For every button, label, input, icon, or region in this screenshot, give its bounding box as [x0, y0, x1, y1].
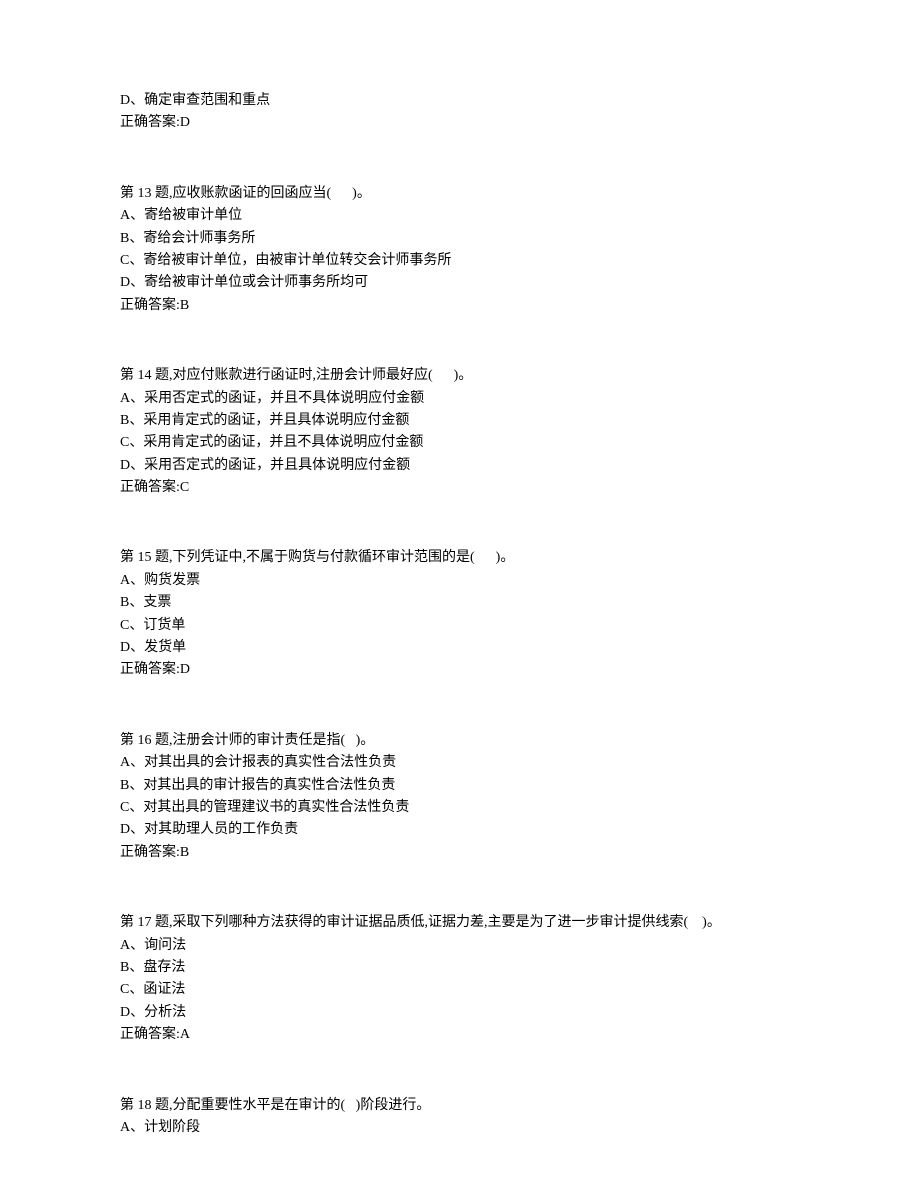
- option-b: B、盘存法: [120, 957, 800, 979]
- question-block-13: 第 13 题,应收账款函证的回函应当( )。 A、寄给被审计单位 B、寄给会计师…: [120, 183, 800, 317]
- answer-line: 正确答案:D: [120, 659, 800, 681]
- answer-line: 正确答案:D: [120, 112, 800, 134]
- answer-line: 正确答案:C: [120, 477, 800, 499]
- question-block-14: 第 14 题,对应付账款进行函证时,注册会计师最好应( )。 A、采用否定式的函…: [120, 365, 800, 499]
- option-b: B、寄给会计师事务所: [120, 228, 800, 250]
- option-d: D、发货单: [120, 637, 800, 659]
- option-d: D、分析法: [120, 1002, 800, 1024]
- question-stem: 第 17 题,采取下列哪种方法获得的审计证据品质低,证据力差,主要是为了进一步审…: [120, 912, 800, 934]
- option-d: D、确定审查范围和重点: [120, 90, 800, 112]
- option-a: A、询问法: [120, 935, 800, 957]
- question-stem: 第 14 题,对应付账款进行函证时,注册会计师最好应( )。: [120, 365, 800, 387]
- option-a: A、寄给被审计单位: [120, 205, 800, 227]
- option-b: B、对其出具的审计报告的真实性合法性负责: [120, 775, 800, 797]
- question-stem: 第 18 题,分配重要性水平是在审计的( )阶段进行。: [120, 1095, 800, 1117]
- question-stem: 第 15 题,下列凭证中,不属于购货与付款循环审计范围的是( )。: [120, 547, 800, 569]
- question-stem: 第 16 题,注册会计师的审计责任是指( )。: [120, 730, 800, 752]
- answer-line: 正确答案:B: [120, 842, 800, 864]
- answer-line: 正确答案:A: [120, 1024, 800, 1046]
- option-b: B、采用肯定式的函证，并且具体说明应付金额: [120, 410, 800, 432]
- option-a: A、采用否定式的函证，并且不具体说明应付金额: [120, 388, 800, 410]
- question-stem: 第 13 题,应收账款函证的回函应当( )。: [120, 183, 800, 205]
- question-block-16: 第 16 题,注册会计师的审计责任是指( )。 A、对其出具的会计报表的真实性合…: [120, 730, 800, 864]
- question-block-17: 第 17 题,采取下列哪种方法获得的审计证据品质低,证据力差,主要是为了进一步审…: [120, 912, 800, 1046]
- option-c: C、订货单: [120, 615, 800, 637]
- option-b: B、支票: [120, 592, 800, 614]
- document-page: D、确定审查范围和重点 正确答案:D 第 13 题,应收账款函证的回函应当( )…: [0, 0, 920, 1191]
- answer-line: 正确答案:B: [120, 295, 800, 317]
- option-d: D、采用否定式的函证，并且具体说明应付金额: [120, 455, 800, 477]
- option-d: D、寄给被审计单位或会计师事务所均可: [120, 272, 800, 294]
- option-c: C、采用肯定式的函证，并且不具体说明应付金额: [120, 432, 800, 454]
- option-c: C、函证法: [120, 979, 800, 1001]
- question-block-12-tail: D、确定审查范围和重点 正确答案:D: [120, 90, 800, 135]
- option-c: C、寄给被审计单位，由被审计单位转交会计师事务所: [120, 250, 800, 272]
- question-block-18: 第 18 题,分配重要性水平是在审计的( )阶段进行。 A、计划阶段: [120, 1095, 800, 1140]
- question-block-15: 第 15 题,下列凭证中,不属于购货与付款循环审计范围的是( )。 A、购货发票…: [120, 547, 800, 681]
- option-a: A、购货发票: [120, 570, 800, 592]
- option-c: C、对其出具的管理建议书的真实性合法性负责: [120, 797, 800, 819]
- option-a: A、对其出具的会计报表的真实性合法性负责: [120, 752, 800, 774]
- option-a: A、计划阶段: [120, 1117, 800, 1139]
- option-d: D、对其助理人员的工作负责: [120, 819, 800, 841]
